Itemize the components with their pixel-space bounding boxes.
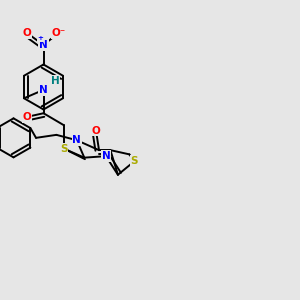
- Text: O: O: [92, 126, 100, 136]
- Text: S: S: [60, 144, 68, 154]
- Text: O⁻: O⁻: [51, 28, 66, 38]
- Text: O: O: [22, 28, 32, 38]
- Text: N: N: [39, 40, 48, 50]
- Text: N: N: [101, 151, 110, 161]
- Text: +: +: [38, 35, 44, 41]
- Text: H: H: [50, 76, 59, 86]
- Text: S: S: [131, 156, 138, 166]
- Text: N: N: [39, 85, 48, 95]
- Text: O: O: [22, 112, 32, 122]
- Text: N: N: [72, 135, 81, 145]
